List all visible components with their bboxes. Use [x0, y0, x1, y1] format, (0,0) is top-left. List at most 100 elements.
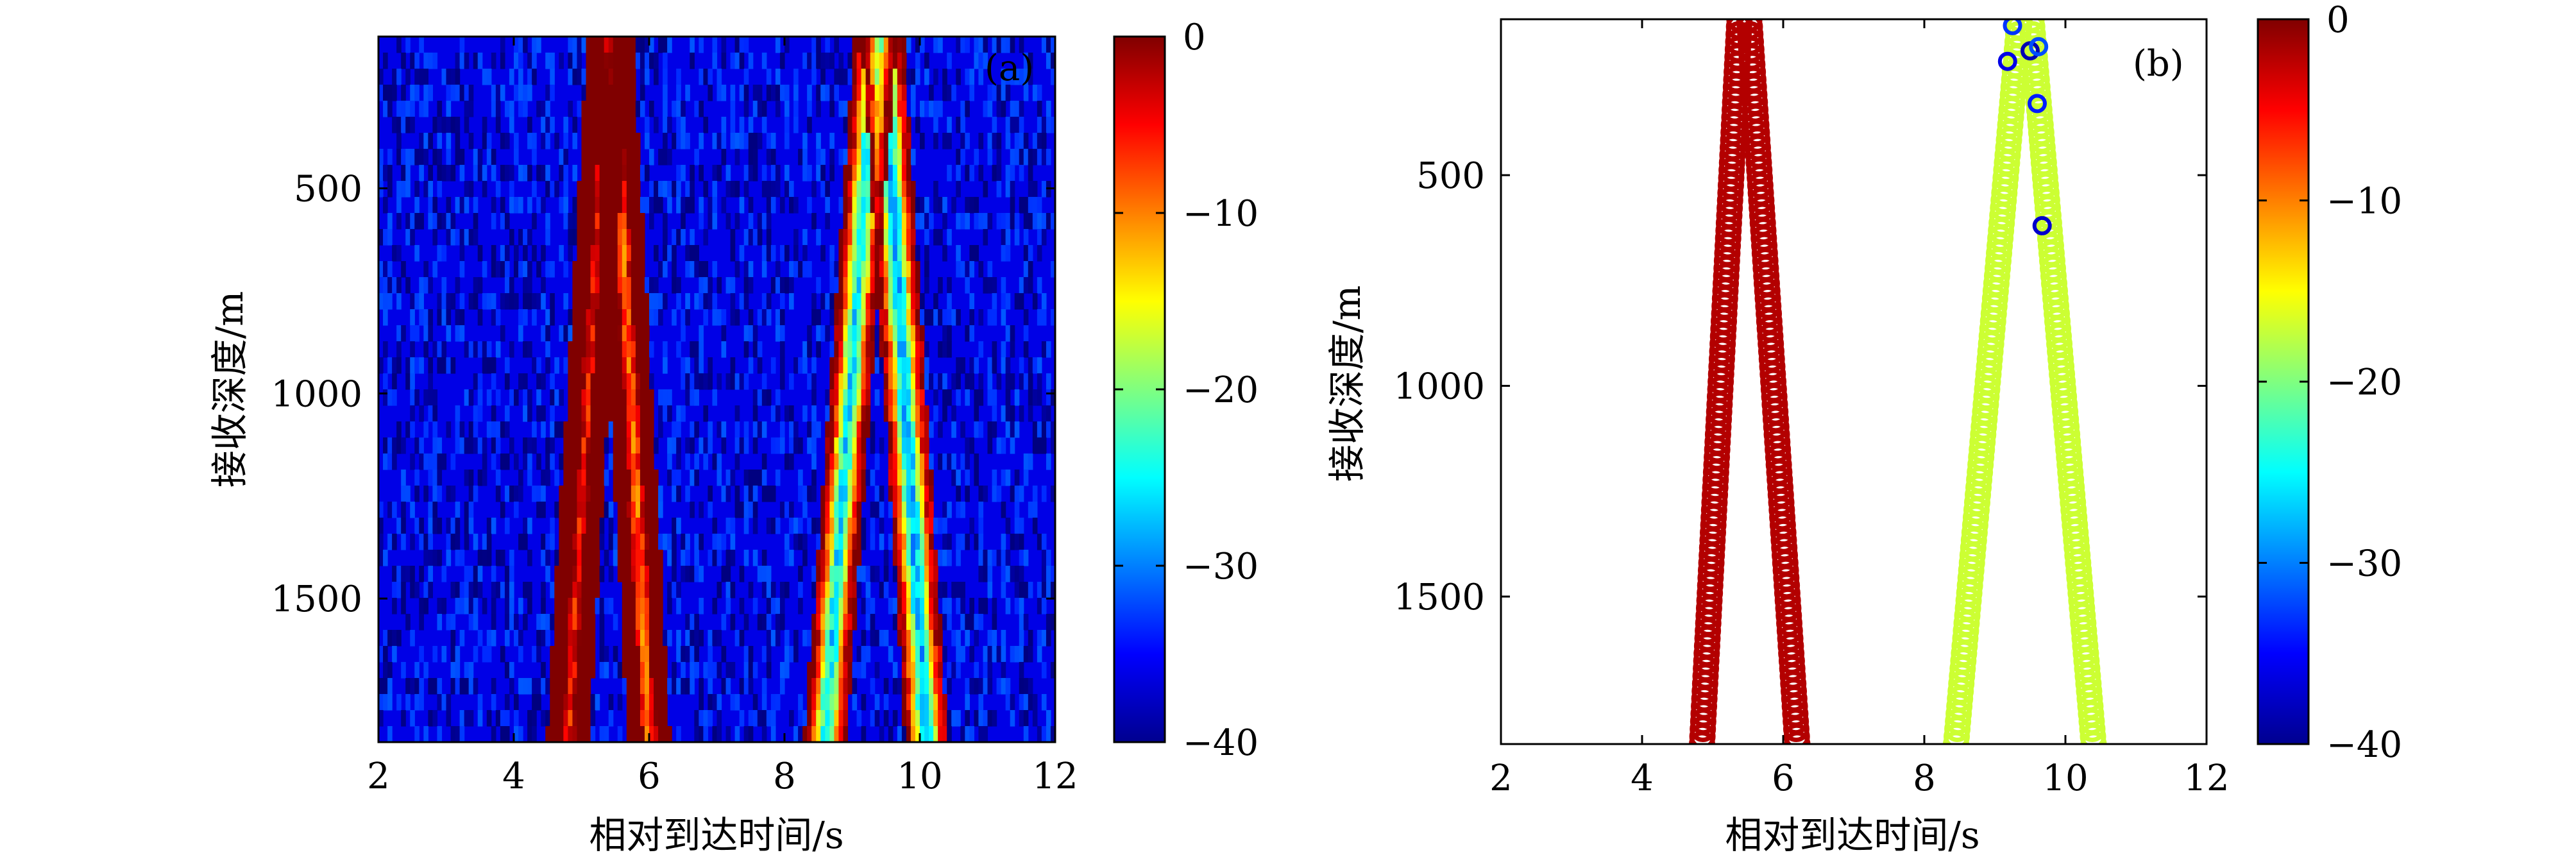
heatmap-cell — [432, 197, 438, 214]
heatmap-cell — [672, 470, 677, 486]
heatmap-cell — [681, 646, 686, 663]
heatmap-cell — [694, 470, 699, 486]
heatmap-cell — [929, 550, 934, 566]
y-tick-label: 500 — [1416, 155, 1485, 197]
heatmap-cell — [554, 678, 559, 695]
heatmap-cell — [649, 534, 654, 550]
heatmap-cell — [811, 710, 817, 727]
heatmap-cell — [658, 678, 663, 695]
heatmap-cell — [640, 53, 645, 69]
heatmap-cell — [550, 117, 555, 133]
heatmap-cell — [577, 37, 582, 53]
heatmap-cell — [960, 646, 965, 663]
heatmap-cell — [779, 502, 785, 518]
heatmap-cell — [734, 261, 740, 278]
heatmap-cell — [446, 213, 452, 230]
heatmap-cell — [861, 534, 867, 550]
heatmap-cell — [892, 502, 898, 518]
heatmap-cell — [716, 453, 722, 470]
heatmap-cell — [1037, 133, 1042, 149]
heatmap-cell — [708, 277, 713, 294]
heatmap-cell — [563, 165, 568, 182]
heatmap-cell — [667, 389, 672, 406]
heatmap-cell — [631, 694, 636, 711]
heatmap-cell — [672, 518, 677, 534]
heatmap-cell — [486, 357, 492, 374]
heatmap-cell — [956, 213, 961, 230]
heatmap-cell — [870, 437, 876, 454]
heatmap-cell — [622, 566, 627, 582]
heatmap-cell — [910, 502, 916, 518]
heatmap-cell — [595, 598, 600, 614]
heatmap-cell — [523, 37, 528, 53]
heatmap-cell — [1032, 85, 1038, 101]
heatmap-cell — [901, 437, 907, 454]
heatmap-cell — [617, 694, 623, 711]
heatmap-cell — [784, 630, 790, 647]
heatmap-cell — [536, 357, 541, 374]
heatmap-cell — [491, 197, 496, 214]
heatmap-cell — [942, 678, 947, 695]
heatmap-cell — [829, 437, 835, 454]
heatmap-cell — [1010, 405, 1015, 422]
heatmap-cell — [477, 694, 483, 711]
heatmap-cell — [730, 518, 736, 534]
heatmap-cell — [906, 710, 911, 727]
heatmap-cell — [599, 646, 605, 663]
heatmap-cell — [716, 69, 722, 85]
heatmap-cell — [987, 678, 993, 695]
heatmap-cell — [699, 598, 704, 614]
colorbar-ticks-a: 0−10−20−30−40 — [1114, 17, 1258, 764]
heatmap-cell — [428, 566, 433, 582]
heatmap-cell — [802, 341, 808, 358]
heatmap-cell — [581, 662, 587, 679]
heatmap-cell — [532, 213, 537, 230]
heatmap-cell — [495, 341, 501, 358]
heatmap-cell — [915, 197, 920, 214]
heatmap-cell — [910, 181, 916, 198]
heatmap-cell — [468, 133, 474, 149]
heatmap-cell — [640, 566, 645, 582]
heatmap-cell — [486, 630, 492, 647]
heatmap-cell — [401, 486, 406, 502]
heatmap-cell — [667, 598, 672, 614]
heatmap-cell — [856, 245, 862, 262]
heatmap-cell — [676, 486, 681, 502]
heatmap-cell — [770, 197, 776, 214]
heatmap-cell — [477, 277, 483, 294]
heatmap-cell — [495, 85, 501, 101]
heatmap-cell — [974, 53, 979, 69]
heatmap-cell — [545, 261, 550, 278]
heatmap-cell — [987, 133, 993, 149]
heatmap-cell — [1041, 421, 1047, 438]
heatmap-cell — [568, 37, 573, 53]
heatmap-cell — [892, 69, 898, 85]
heatmap-cell — [401, 534, 406, 550]
heatmap-cell — [933, 694, 938, 711]
heatmap-cell — [491, 293, 496, 310]
heatmap-cell — [901, 53, 907, 69]
heatmap-cell — [495, 309, 501, 326]
heatmap-cell — [694, 101, 699, 117]
heatmap-cell — [419, 566, 424, 582]
heatmap-cell — [473, 53, 479, 69]
heatmap-cell — [897, 149, 902, 165]
heatmap-cell — [676, 101, 681, 117]
heatmap-cell — [577, 389, 582, 406]
heatmap-cell — [1005, 405, 1011, 422]
heatmap-cell — [874, 245, 880, 262]
heatmap-cell — [626, 37, 632, 53]
heatmap-cell — [861, 726, 867, 742]
heatmap-cell — [838, 486, 844, 502]
heatmap-cell — [983, 662, 988, 679]
heatmap-cell — [572, 630, 578, 647]
heatmap-cell — [572, 502, 578, 518]
heatmap-cell — [915, 453, 920, 470]
heatmap-cell — [523, 437, 528, 454]
heatmap-cell — [757, 614, 763, 631]
heatmap-cell — [924, 518, 929, 534]
heatmap-cell — [595, 277, 600, 294]
heatmap-cell — [608, 293, 614, 310]
heatmap-cell — [527, 582, 532, 598]
heatmap-cell — [545, 133, 550, 149]
